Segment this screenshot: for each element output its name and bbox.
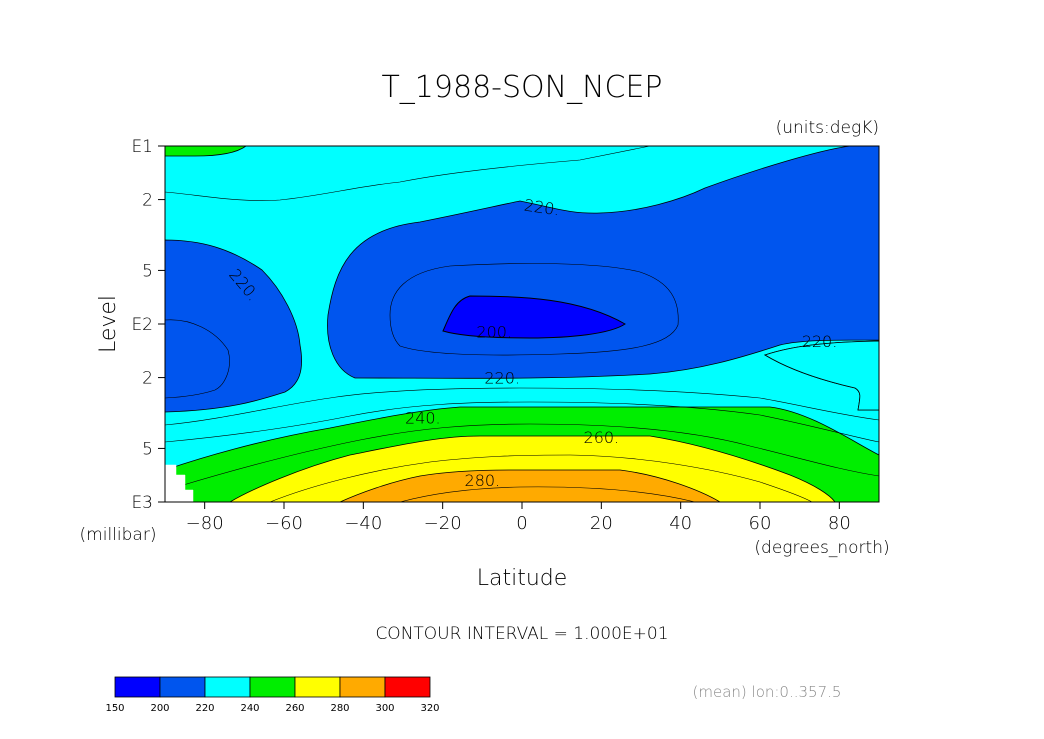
colorbar-swatch [204, 676, 251, 698]
contour-230-upper [165, 146, 651, 201]
units-label: (units:degK) [776, 118, 879, 138]
contour-interval-note: CONTOUR INTERVAL = 1.000E+01 [375, 624, 668, 644]
y-tick-label: 2 [142, 191, 153, 211]
region-280-300-band [339, 469, 721, 502]
colorbar-level-label: 260 [285, 703, 304, 714]
x-tick-label: −60 [265, 513, 303, 534]
contour-210-central [389, 263, 679, 356]
x-tick-label: 80 [828, 513, 851, 534]
contour-label: 280. [465, 471, 501, 490]
contour-label: 220. [802, 332, 838, 351]
missing-data-notch [165, 464, 194, 502]
x-tick-label: −20 [424, 513, 462, 534]
x-axis-title: Latitude [477, 566, 568, 591]
y-tick-label: 2 [142, 369, 153, 389]
region-150-200-core [442, 295, 626, 339]
x-tick-label: 60 [749, 513, 772, 534]
x-tick-label: 40 [669, 513, 692, 534]
y-axis-title: Level [96, 295, 121, 353]
y-tick-label: E3 [131, 493, 153, 513]
contour-230-lower [165, 387, 879, 426]
colorbar: 150 200 220 240 260 280 300 320 [105, 676, 440, 714]
region-220-240-notch [764, 340, 879, 411]
contour-235 [165, 401, 879, 443]
contour-210-left [165, 319, 230, 399]
x-units-label: (degrees_north) [754, 538, 889, 558]
colorbar-swatch [339, 676, 386, 698]
contour-field [165, 146, 879, 502]
contour-label: 240. [405, 408, 441, 427]
colorbar-level-label: 150 [105, 703, 124, 714]
contour-250 [179, 423, 879, 487]
y-tick-label: E2 [131, 315, 153, 335]
x-tick-label: −80 [186, 513, 224, 534]
x-tick-label: 0 [516, 513, 527, 534]
contour-label: 260. [584, 428, 620, 447]
colorbar-swatch [159, 676, 206, 698]
y-tick-label: 5 [142, 261, 153, 281]
colorbar-level-label: 240 [240, 703, 259, 714]
mean-lon-footnote: (mean) lon:0..357.5 [693, 683, 842, 701]
colorbar-swatch [114, 676, 161, 698]
colorbar-swatch [294, 676, 341, 698]
contour-label: 200. [476, 322, 512, 341]
colorbar-swatch [384, 676, 431, 698]
region-200-220-left [165, 239, 302, 413]
y-units-label: (millibar) [80, 525, 157, 545]
colorbar-swatch [249, 676, 296, 698]
colorbar-level-label: 220 [195, 703, 214, 714]
contour-label: 220. [484, 369, 520, 388]
y-tick-label: 5 [142, 439, 153, 459]
x-tick-label: 20 [590, 513, 613, 534]
y-tick-label: E1 [131, 137, 153, 157]
colorbar-level-label: 320 [420, 703, 439, 714]
y-axis: E1 2 5 E2 2 5 E3 [131, 137, 165, 513]
x-tick-label: −40 [344, 513, 382, 534]
colorbar-level-label: 300 [375, 703, 394, 714]
colorbar-level-label: 280 [330, 703, 349, 714]
x-axis: −80 −60 −40 −20 0 20 40 60 80 [186, 502, 851, 534]
colorbar-level-label: 200 [150, 703, 169, 714]
contour-label: 220. [523, 196, 561, 220]
contour-labels: 220.220.200.220.220.240.260.280. [225, 196, 837, 490]
contour-290 [399, 486, 696, 502]
contour-270 [269, 454, 813, 502]
chart-title: T_1988-SON_NCEP [381, 70, 662, 105]
